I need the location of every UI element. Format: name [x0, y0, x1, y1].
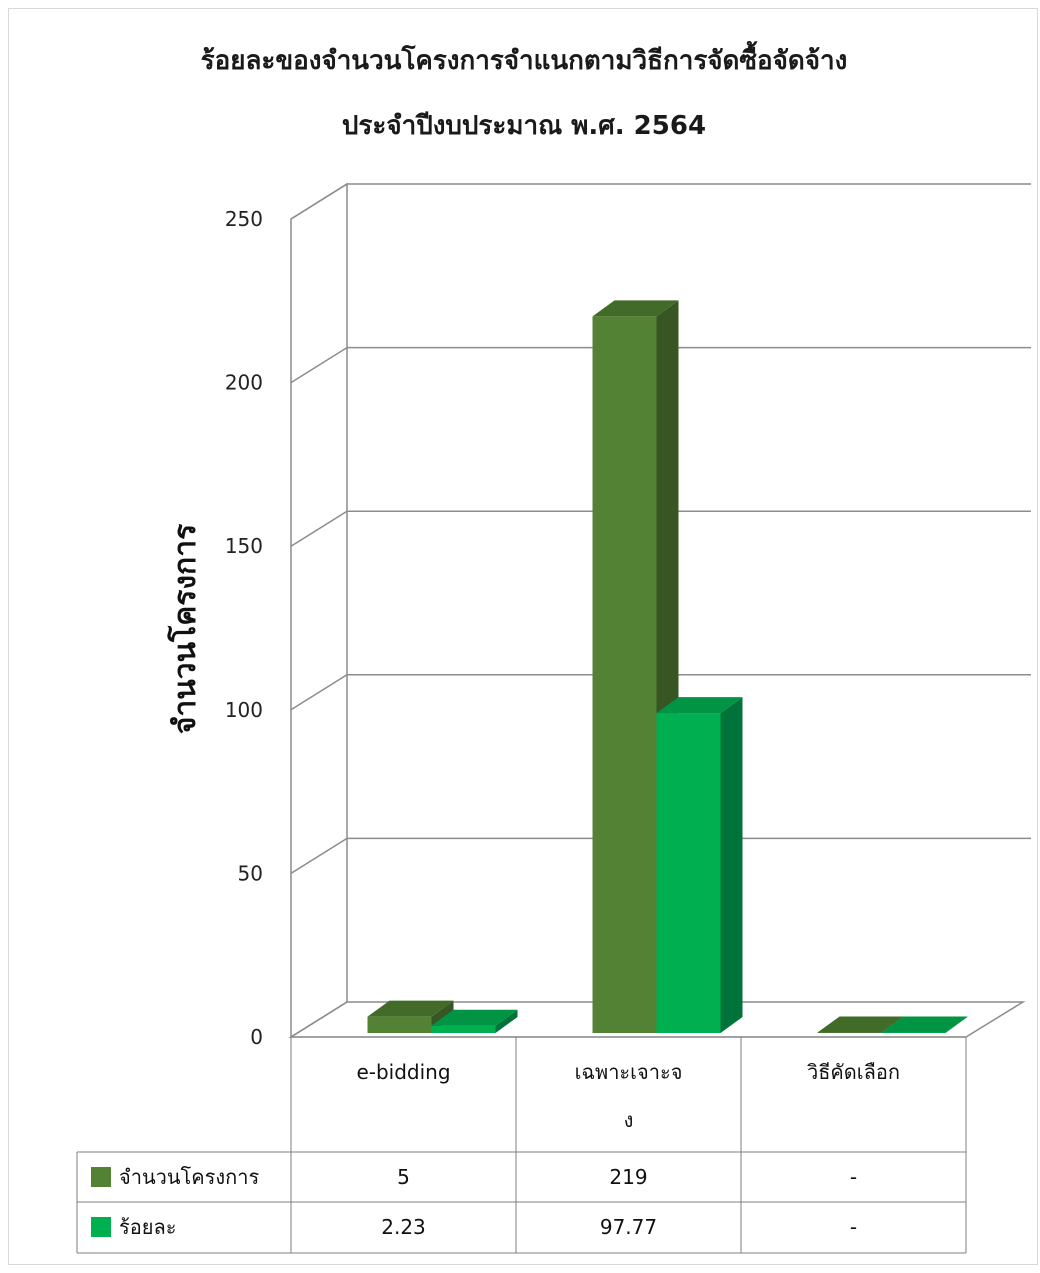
- bar-top: [592, 300, 679, 317]
- bar-front: [431, 1025, 496, 1033]
- chart-title-line-2: ประจำปีงบประมาณ พ.ศ. 2564: [342, 111, 706, 141]
- bar-top: [881, 1016, 968, 1033]
- legend-key: [91, 1167, 111, 1187]
- y-axis-label: จำนวนโครงการ: [166, 524, 203, 734]
- chart-title-line-1: ร้อยละของจำนวนโครงการจำแนกตามวิธีการจัดซ…: [201, 40, 848, 76]
- y-tick-label: 200: [225, 371, 263, 395]
- category-label: ง: [624, 1108, 634, 1132]
- plot-area: 0 50 100 150 200 250: [225, 182, 1031, 1049]
- bar-top: [817, 1016, 904, 1033]
- y-tick-label: 50: [238, 861, 263, 885]
- gridline: [290, 346, 1031, 384]
- table-cell-value: 5: [397, 1165, 410, 1189]
- bar-chart: ร้อยละของจำนวนโครงการจำแนกตามวิธีการจัดซ…: [76, 40, 1031, 1254]
- bar-front: [592, 316, 657, 1033]
- plot-left-wall: [290, 182, 348, 1039]
- category-label: วิธีคัดเลือก: [807, 1060, 900, 1084]
- bar-top: [431, 1009, 518, 1026]
- y-tick-label: 100: [225, 698, 263, 722]
- table-cell-value: 219: [609, 1165, 647, 1189]
- bar-top: [367, 1000, 454, 1017]
- bar-side: [945, 1016, 968, 1033]
- y-tick-label: 150: [225, 534, 263, 558]
- gridline: [290, 837, 1031, 875]
- table-cell-value: 2.23: [381, 1215, 426, 1239]
- y-tick-label: 250: [225, 207, 263, 231]
- legend-label: จำนวนโครงการ: [119, 1165, 259, 1189]
- bar-top: [656, 697, 743, 714]
- bar-side: [495, 1009, 518, 1033]
- gridline: [290, 183, 1031, 220]
- table-cell-value: 97.77: [600, 1215, 657, 1239]
- bar-front: [881, 1032, 946, 1033]
- category-label: e-bidding: [356, 1060, 450, 1084]
- chart-container: ร้อยละของจำนวนโครงการจำแนกตามวิธีการจัดซ…: [8, 8, 1038, 1265]
- gridline: [290, 510, 1031, 547]
- legend-label: ร้อยละ: [119, 1215, 176, 1239]
- bar-front: [817, 1032, 882, 1033]
- table-cell-value: -: [850, 1215, 857, 1239]
- y-tick-label: 0: [250, 1025, 263, 1049]
- table-cell-value: -: [850, 1165, 857, 1189]
- legend-key: [91, 1217, 111, 1237]
- category-label: เฉพาะเจาะจ: [575, 1060, 683, 1084]
- bar-front: [367, 1016, 432, 1033]
- bar-side: [720, 697, 743, 1033]
- gridline: [290, 674, 1031, 711]
- bar-front: [656, 713, 721, 1033]
